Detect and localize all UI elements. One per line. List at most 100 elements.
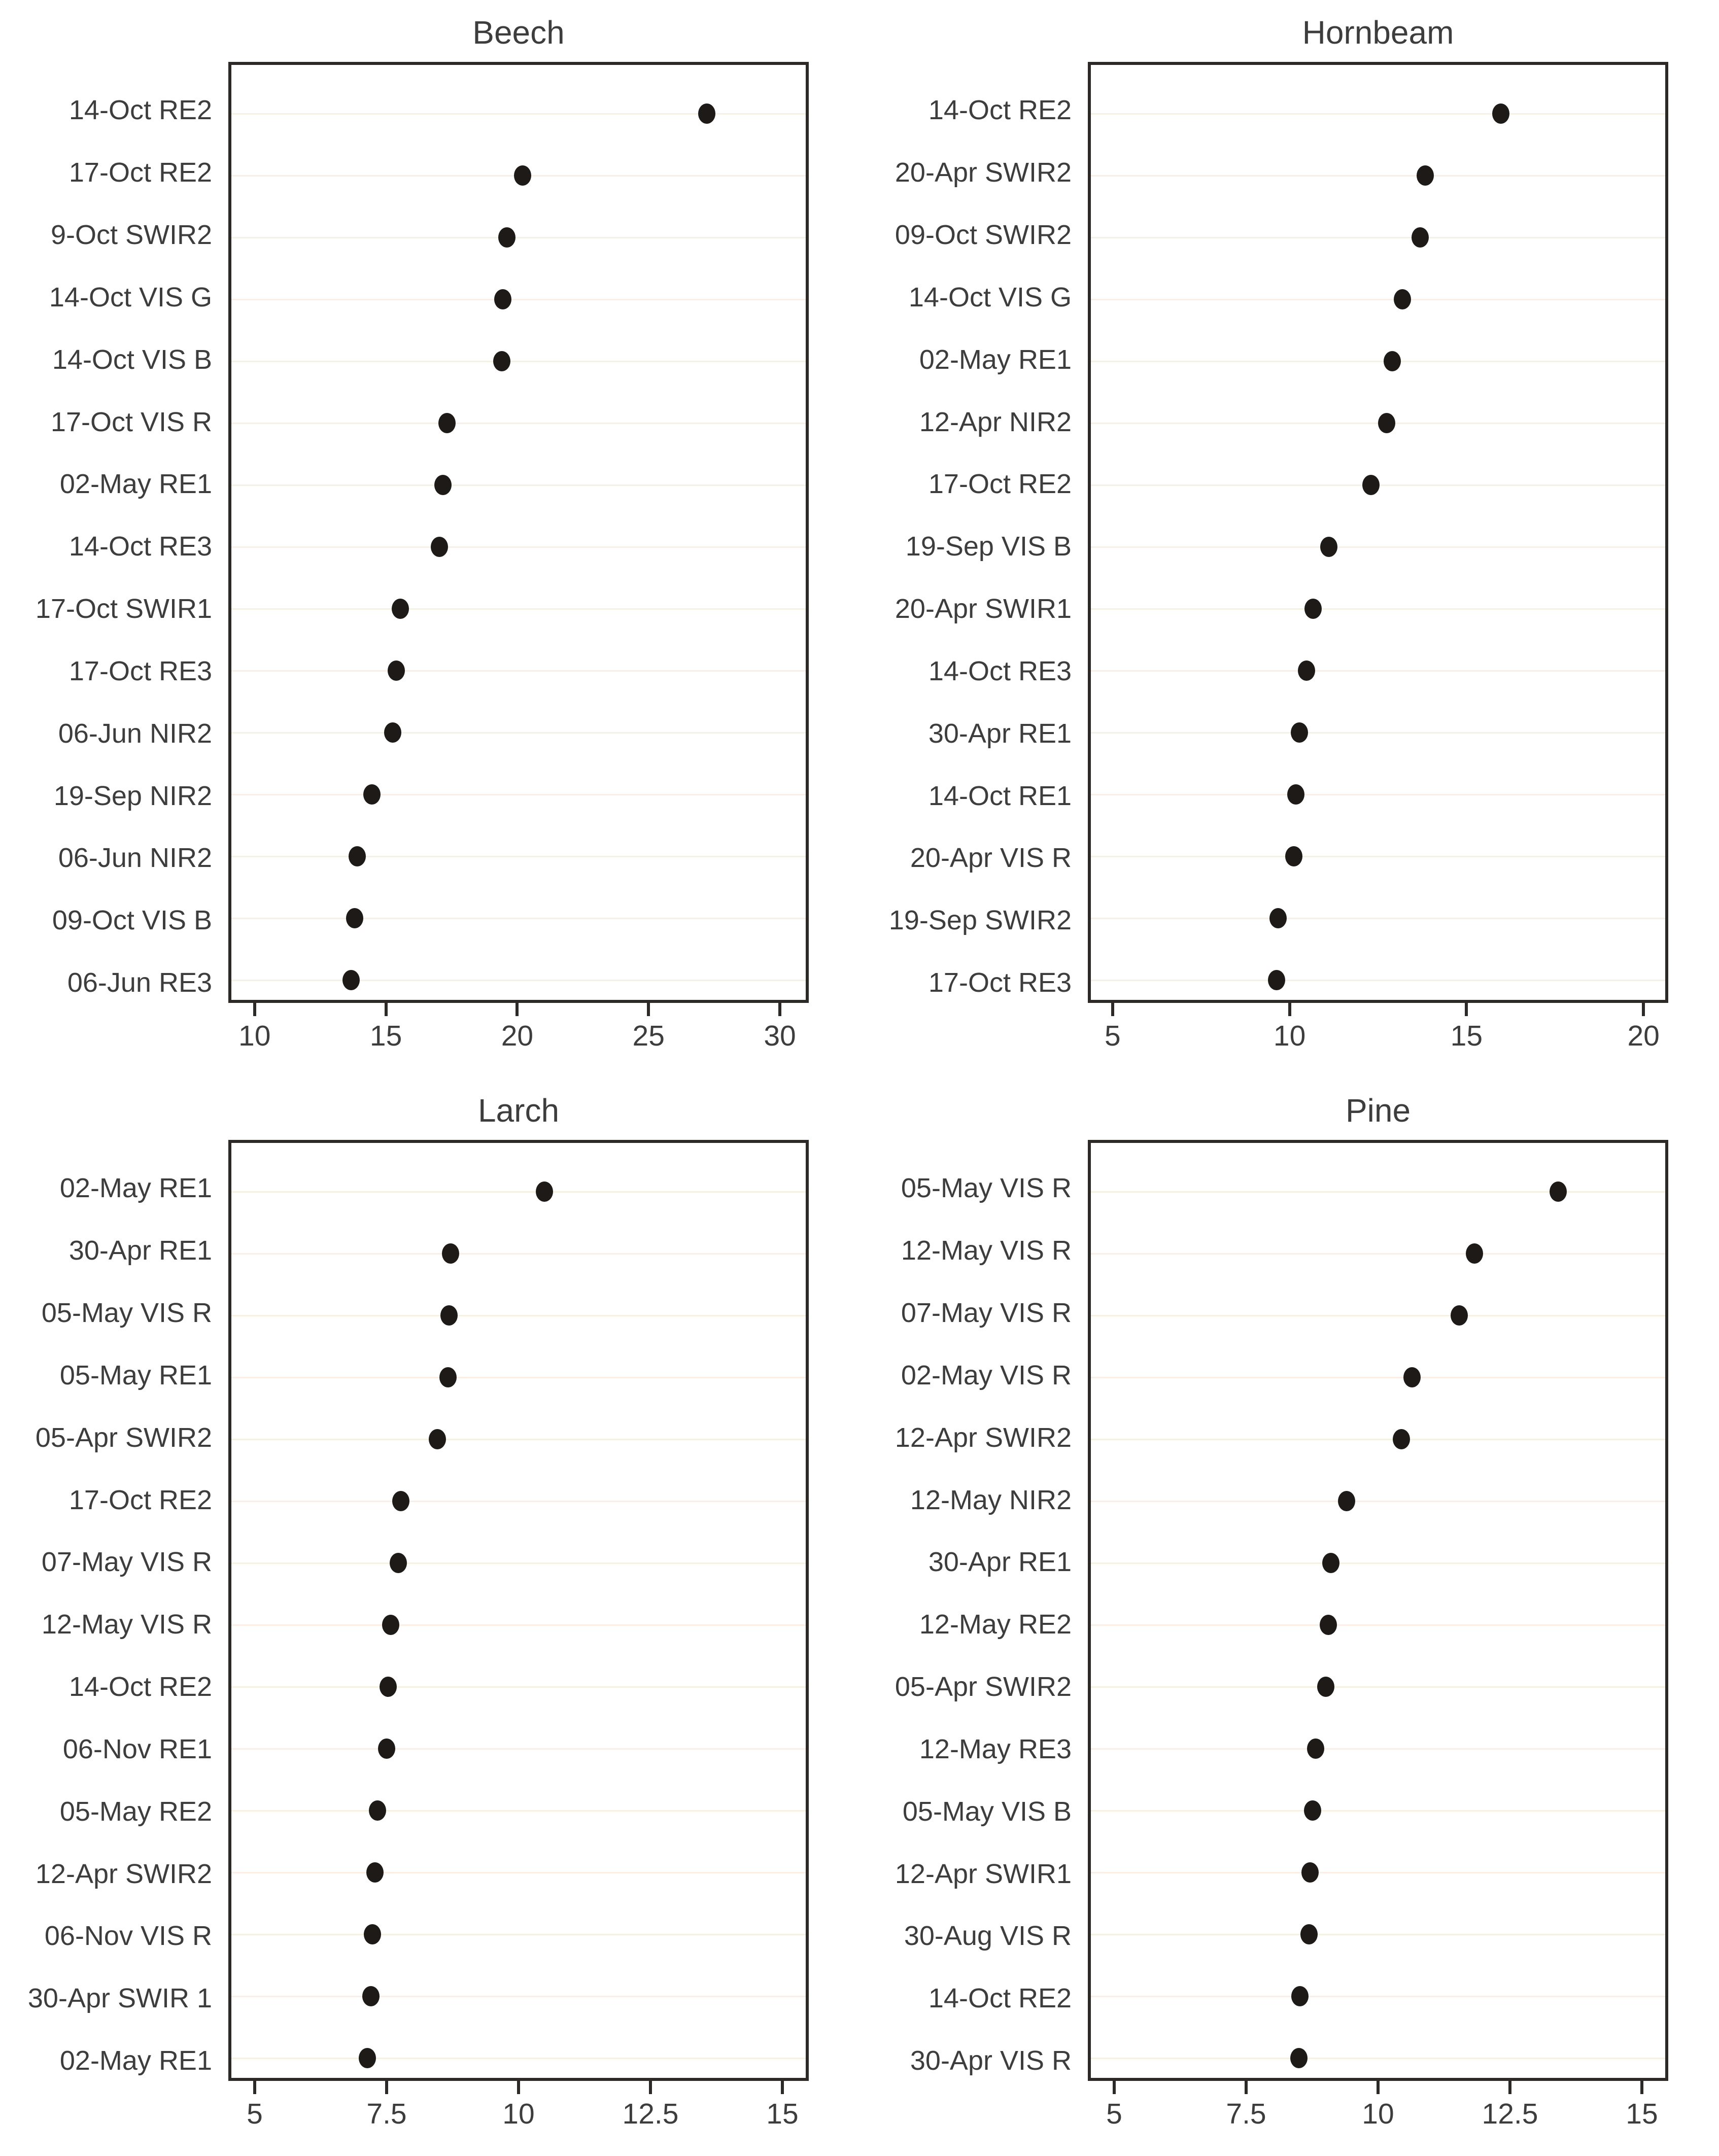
gridline bbox=[231, 1748, 806, 1750]
x-tick-mark bbox=[647, 1003, 650, 1016]
gridline bbox=[1091, 360, 1665, 362]
data-point bbox=[1291, 1986, 1309, 2007]
gridline bbox=[231, 1872, 806, 1874]
x-tick-label: 10 bbox=[1273, 1020, 1306, 1052]
x-tick-label: 25 bbox=[632, 1020, 665, 1052]
x-axis: 5 7.5 10 12.5 15 bbox=[228, 2081, 809, 2156]
category-label: 12-Apr SWIR2 bbox=[895, 1422, 1072, 1453]
x-tick-mark bbox=[1245, 2081, 1248, 2094]
gridline bbox=[231, 1686, 806, 1688]
data-point bbox=[429, 1429, 446, 1449]
category-label: 20-Apr SWIR2 bbox=[895, 157, 1072, 188]
x-tick-label: 10 bbox=[1362, 2098, 1394, 2130]
gridline bbox=[1091, 1376, 1665, 1378]
x-tick-mark bbox=[253, 2081, 256, 2094]
category-label: 05-May VIS R bbox=[41, 1297, 212, 1328]
category-label: 12-May VIS R bbox=[901, 1235, 1072, 1266]
gridline bbox=[1091, 1438, 1665, 1440]
category-label: 30-Aug VIS R bbox=[904, 1921, 1072, 1952]
data-point bbox=[358, 2048, 376, 2069]
category-label: 05-Apr SWIR2 bbox=[35, 1422, 212, 1453]
gridline bbox=[1091, 1748, 1665, 1750]
category-label: 06-Nov VIS R bbox=[44, 1921, 212, 1952]
category-label: 14-Oct VIS B bbox=[52, 344, 212, 375]
category-label: 14-Oct RE3 bbox=[68, 531, 212, 562]
category-label: 09-Oct VIS B bbox=[52, 905, 212, 935]
gridline bbox=[1091, 1253, 1665, 1255]
data-point bbox=[392, 1491, 410, 1511]
category-label: 12-Apr SWIR2 bbox=[35, 1858, 212, 1889]
gridline bbox=[231, 856, 806, 858]
x-tick-mark bbox=[1113, 2081, 1116, 2094]
data-point bbox=[1287, 784, 1304, 805]
category-label: 30-Apr SWIR 1 bbox=[27, 1983, 212, 2013]
gridline bbox=[231, 1438, 806, 1440]
x-axis: 5 7.5 10 12.5 15 bbox=[1088, 2081, 1668, 2156]
gridline bbox=[1091, 175, 1665, 177]
category-label: 20-Apr SWIR1 bbox=[895, 593, 1072, 624]
gridline bbox=[231, 1501, 806, 1502]
x-axis: 5 10 15 20 bbox=[1088, 1003, 1668, 1078]
category-label: 14-Oct VIS G bbox=[49, 282, 212, 312]
x-tick-mark bbox=[1288, 1003, 1291, 1016]
gridline bbox=[1091, 732, 1665, 734]
gridline bbox=[231, 1314, 806, 1316]
x-tick-label: 12.5 bbox=[1482, 2098, 1538, 2130]
data-point bbox=[349, 846, 366, 867]
gridline bbox=[231, 2058, 806, 2060]
data-point bbox=[379, 1677, 397, 1697]
gridline bbox=[1091, 1624, 1665, 1626]
gridline bbox=[1091, 980, 1665, 982]
panel-title: Larch bbox=[477, 1092, 560, 1129]
x-tick-label: 5 bbox=[247, 2098, 263, 2130]
data-point bbox=[1320, 537, 1338, 558]
gridline bbox=[231, 1624, 806, 1626]
data-point bbox=[1285, 846, 1303, 867]
data-point bbox=[434, 475, 452, 496]
x-tick-mark bbox=[384, 1003, 388, 1016]
gridline bbox=[1091, 1314, 1665, 1316]
gridline bbox=[231, 670, 806, 672]
x-tick-label: 5 bbox=[1104, 1020, 1121, 1052]
category-label: 17-Oct RE2 bbox=[68, 157, 212, 188]
category-label: 20-Apr VIS R bbox=[910, 843, 1072, 874]
data-point bbox=[1411, 227, 1429, 248]
gridline bbox=[1091, 423, 1665, 424]
category-label: 17-Oct RE2 bbox=[928, 469, 1072, 500]
x-tick-label: 30 bbox=[764, 1020, 796, 1052]
gridline bbox=[1091, 1996, 1665, 1998]
gridline bbox=[231, 918, 806, 920]
x-tick-mark bbox=[778, 1003, 782, 1016]
plot-area bbox=[1088, 1140, 1668, 2081]
gridline bbox=[1091, 1872, 1665, 1874]
data-point bbox=[513, 165, 531, 186]
data-point bbox=[388, 660, 405, 681]
category-label: 12-Apr SWIR1 bbox=[895, 1858, 1072, 1889]
category-label: 17-Oct SWIR1 bbox=[35, 593, 212, 624]
gridline bbox=[1091, 608, 1665, 610]
gridline bbox=[1091, 1191, 1665, 1193]
panel-pine: Pine 05-May VIS R 12-May VIS R 07-May VIS … bbox=[860, 1078, 1719, 2156]
data-point bbox=[440, 1305, 458, 1326]
panel-title: Beech bbox=[472, 14, 565, 51]
data-point bbox=[1290, 2048, 1308, 2069]
data-point bbox=[1320, 1615, 1337, 1636]
x-tick-label: 10 bbox=[502, 2098, 535, 2130]
data-point bbox=[1492, 103, 1509, 124]
panel-hornbeam: Hornbeam 14-Oct RE2 20-Apr SWIR2 09-Oct SW… bbox=[860, 0, 1719, 1078]
gridline bbox=[231, 608, 806, 610]
panel-beech: Beech 14-Oct RE2 17-Oct RE2 9-Oct SWIR2 14-… bbox=[0, 0, 860, 1078]
gridline bbox=[231, 794, 806, 796]
x-tick-mark bbox=[1642, 1003, 1645, 1016]
data-point bbox=[1304, 1800, 1322, 1821]
gridline bbox=[231, 484, 806, 486]
category-label: 05-May VIS B bbox=[902, 1796, 1072, 1827]
data-point bbox=[1417, 165, 1434, 186]
data-point bbox=[1338, 1491, 1356, 1511]
x-tick-mark bbox=[649, 2081, 652, 2094]
gridline bbox=[231, 360, 806, 362]
x-tick-label: 15 bbox=[369, 1020, 402, 1052]
category-label: 12-May VIS R bbox=[41, 1609, 212, 1640]
data-point bbox=[1383, 351, 1401, 371]
data-point bbox=[1304, 599, 1322, 619]
